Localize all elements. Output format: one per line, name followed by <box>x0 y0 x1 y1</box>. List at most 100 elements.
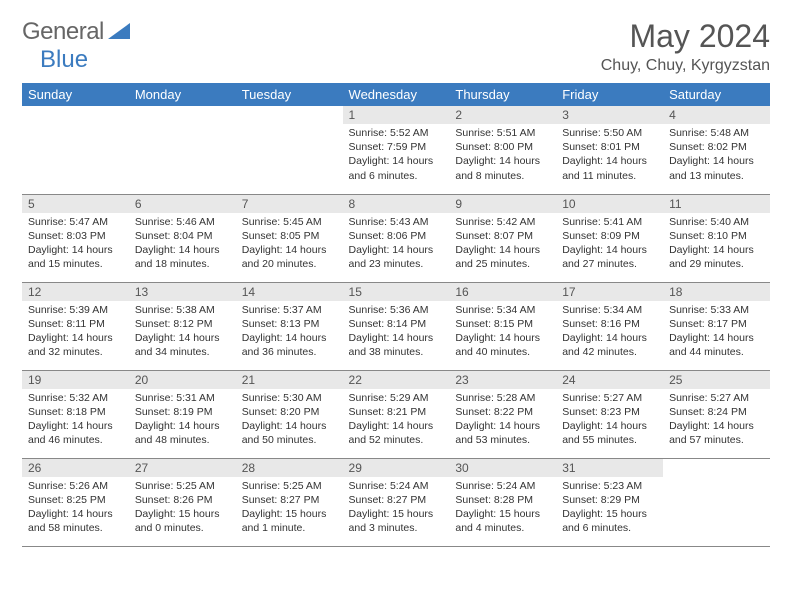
calendar-day-cell: 30Sunrise: 5:24 AMSunset: 8:28 PMDayligh… <box>449 458 556 546</box>
calendar-body: 1Sunrise: 5:52 AMSunset: 7:59 PMDaylight… <box>22 106 770 546</box>
calendar-day-cell <box>129 106 236 194</box>
day-number: 7 <box>236 195 343 213</box>
day-number: 3 <box>556 106 663 124</box>
day-number: 26 <box>22 459 129 477</box>
day-number: 28 <box>236 459 343 477</box>
day-content: Sunrise: 5:48 AMSunset: 8:02 PMDaylight:… <box>663 124 770 187</box>
day-content: Sunrise: 5:47 AMSunset: 8:03 PMDaylight:… <box>22 213 129 276</box>
calendar-week-row: 26Sunrise: 5:26 AMSunset: 8:25 PMDayligh… <box>22 458 770 546</box>
day-number: 23 <box>449 371 556 389</box>
calendar-day-cell: 20Sunrise: 5:31 AMSunset: 8:19 PMDayligh… <box>129 370 236 458</box>
calendar-day-cell: 26Sunrise: 5:26 AMSunset: 8:25 PMDayligh… <box>22 458 129 546</box>
weekday-header: Tuesday <box>236 83 343 106</box>
calendar-day-cell <box>663 458 770 546</box>
day-content: Sunrise: 5:24 AMSunset: 8:27 PMDaylight:… <box>343 477 450 540</box>
calendar-day-cell: 8Sunrise: 5:43 AMSunset: 8:06 PMDaylight… <box>343 194 450 282</box>
day-number: 12 <box>22 283 129 301</box>
day-number: 6 <box>129 195 236 213</box>
weekday-header: Thursday <box>449 83 556 106</box>
day-number: 16 <box>449 283 556 301</box>
day-number: 13 <box>129 283 236 301</box>
day-number: 27 <box>129 459 236 477</box>
day-number: 31 <box>556 459 663 477</box>
day-number: 8 <box>343 195 450 213</box>
day-content: Sunrise: 5:46 AMSunset: 8:04 PMDaylight:… <box>129 213 236 276</box>
day-number: 29 <box>343 459 450 477</box>
day-number: 22 <box>343 371 450 389</box>
calendar-day-cell: 19Sunrise: 5:32 AMSunset: 8:18 PMDayligh… <box>22 370 129 458</box>
weekday-header: Wednesday <box>343 83 450 106</box>
day-content: Sunrise: 5:45 AMSunset: 8:05 PMDaylight:… <box>236 213 343 276</box>
day-content: Sunrise: 5:42 AMSunset: 8:07 PMDaylight:… <box>449 213 556 276</box>
header: General Blue May 2024 Chuy, Chuy, Kyrgyz… <box>22 18 770 75</box>
logo: General Blue <box>22 18 130 74</box>
day-content: Sunrise: 5:36 AMSunset: 8:14 PMDaylight:… <box>343 301 450 364</box>
calendar-week-row: 12Sunrise: 5:39 AMSunset: 8:11 PMDayligh… <box>22 282 770 370</box>
calendar-week-row: 19Sunrise: 5:32 AMSunset: 8:18 PMDayligh… <box>22 370 770 458</box>
calendar-day-cell: 24Sunrise: 5:27 AMSunset: 8:23 PMDayligh… <box>556 370 663 458</box>
calendar-day-cell: 16Sunrise: 5:34 AMSunset: 8:15 PMDayligh… <box>449 282 556 370</box>
day-number: 18 <box>663 283 770 301</box>
calendar-day-cell: 29Sunrise: 5:24 AMSunset: 8:27 PMDayligh… <box>343 458 450 546</box>
day-content: Sunrise: 5:25 AMSunset: 8:26 PMDaylight:… <box>129 477 236 540</box>
day-number: 21 <box>236 371 343 389</box>
day-content: Sunrise: 5:40 AMSunset: 8:10 PMDaylight:… <box>663 213 770 276</box>
day-number: 10 <box>556 195 663 213</box>
logo-text-2: Blue <box>40 46 88 73</box>
weekday-header: Saturday <box>663 83 770 106</box>
day-number: 20 <box>129 371 236 389</box>
weekday-header-row: SundayMondayTuesdayWednesdayThursdayFrid… <box>22 83 770 106</box>
day-content: Sunrise: 5:34 AMSunset: 8:16 PMDaylight:… <box>556 301 663 364</box>
day-content: Sunrise: 5:39 AMSunset: 8:11 PMDaylight:… <box>22 301 129 364</box>
calendar-day-cell: 21Sunrise: 5:30 AMSunset: 8:20 PMDayligh… <box>236 370 343 458</box>
calendar-day-cell: 5Sunrise: 5:47 AMSunset: 8:03 PMDaylight… <box>22 194 129 282</box>
day-number: 17 <box>556 283 663 301</box>
day-number: 14 <box>236 283 343 301</box>
day-content: Sunrise: 5:23 AMSunset: 8:29 PMDaylight:… <box>556 477 663 540</box>
calendar-week-row: 5Sunrise: 5:47 AMSunset: 8:03 PMDaylight… <box>22 194 770 282</box>
logo-triangle-icon <box>108 23 130 39</box>
calendar-day-cell: 6Sunrise: 5:46 AMSunset: 8:04 PMDaylight… <box>129 194 236 282</box>
calendar-day-cell: 25Sunrise: 5:27 AMSunset: 8:24 PMDayligh… <box>663 370 770 458</box>
day-content: Sunrise: 5:30 AMSunset: 8:20 PMDaylight:… <box>236 389 343 452</box>
day-content: Sunrise: 5:41 AMSunset: 8:09 PMDaylight:… <box>556 213 663 276</box>
day-number: 4 <box>663 106 770 124</box>
calendar-week-row: 1Sunrise: 5:52 AMSunset: 7:59 PMDaylight… <box>22 106 770 194</box>
calendar-day-cell: 9Sunrise: 5:42 AMSunset: 8:07 PMDaylight… <box>449 194 556 282</box>
day-number: 19 <box>22 371 129 389</box>
day-number: 15 <box>343 283 450 301</box>
calendar-day-cell: 22Sunrise: 5:29 AMSunset: 8:21 PMDayligh… <box>343 370 450 458</box>
day-number: 25 <box>663 371 770 389</box>
calendar-day-cell: 11Sunrise: 5:40 AMSunset: 8:10 PMDayligh… <box>663 194 770 282</box>
weekday-header: Monday <box>129 83 236 106</box>
title-block: May 2024 Chuy, Chuy, Kyrgyzstan <box>601 18 770 75</box>
day-content: Sunrise: 5:38 AMSunset: 8:12 PMDaylight:… <box>129 301 236 364</box>
day-content: Sunrise: 5:43 AMSunset: 8:06 PMDaylight:… <box>343 213 450 276</box>
day-content: Sunrise: 5:51 AMSunset: 8:00 PMDaylight:… <box>449 124 556 187</box>
day-content: Sunrise: 5:50 AMSunset: 8:01 PMDaylight:… <box>556 124 663 187</box>
day-content: Sunrise: 5:34 AMSunset: 8:15 PMDaylight:… <box>449 301 556 364</box>
calendar-day-cell: 14Sunrise: 5:37 AMSunset: 8:13 PMDayligh… <box>236 282 343 370</box>
calendar-day-cell: 27Sunrise: 5:25 AMSunset: 8:26 PMDayligh… <box>129 458 236 546</box>
day-number: 30 <box>449 459 556 477</box>
day-content: Sunrise: 5:52 AMSunset: 7:59 PMDaylight:… <box>343 124 450 187</box>
day-content: Sunrise: 5:27 AMSunset: 8:23 PMDaylight:… <box>556 389 663 452</box>
day-content: Sunrise: 5:29 AMSunset: 8:21 PMDaylight:… <box>343 389 450 452</box>
logo-text-1: General <box>22 18 104 45</box>
calendar-day-cell: 28Sunrise: 5:25 AMSunset: 8:27 PMDayligh… <box>236 458 343 546</box>
weekday-header: Sunday <box>22 83 129 106</box>
day-number: 5 <box>22 195 129 213</box>
day-content: Sunrise: 5:28 AMSunset: 8:22 PMDaylight:… <box>449 389 556 452</box>
weekday-header: Friday <box>556 83 663 106</box>
day-content: Sunrise: 5:24 AMSunset: 8:28 PMDaylight:… <box>449 477 556 540</box>
calendar-day-cell: 31Sunrise: 5:23 AMSunset: 8:29 PMDayligh… <box>556 458 663 546</box>
calendar-day-cell: 7Sunrise: 5:45 AMSunset: 8:05 PMDaylight… <box>236 194 343 282</box>
day-content: Sunrise: 5:25 AMSunset: 8:27 PMDaylight:… <box>236 477 343 540</box>
calendar-day-cell: 15Sunrise: 5:36 AMSunset: 8:14 PMDayligh… <box>343 282 450 370</box>
day-number: 24 <box>556 371 663 389</box>
day-content: Sunrise: 5:27 AMSunset: 8:24 PMDaylight:… <box>663 389 770 452</box>
calendar-day-cell: 23Sunrise: 5:28 AMSunset: 8:22 PMDayligh… <box>449 370 556 458</box>
page-title: May 2024 <box>601 18 770 55</box>
calendar-day-cell: 12Sunrise: 5:39 AMSunset: 8:11 PMDayligh… <box>22 282 129 370</box>
calendar-day-cell: 10Sunrise: 5:41 AMSunset: 8:09 PMDayligh… <box>556 194 663 282</box>
